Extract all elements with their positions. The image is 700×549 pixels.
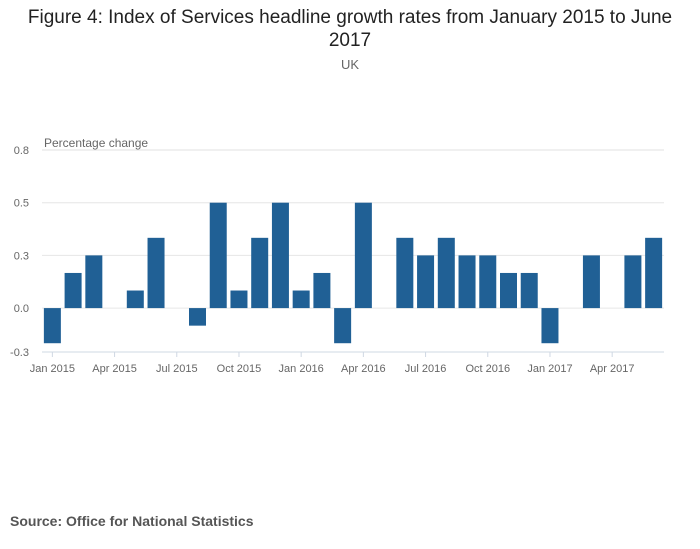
- bar: [64, 272, 82, 309]
- x-tick-label: Jan 2015: [30, 363, 75, 375]
- x-tick-label: Jul 2015: [156, 363, 198, 375]
- x-tick-label: Oct 2016: [465, 363, 510, 375]
- bar: [645, 237, 663, 309]
- x-tick-label: Apr 2015: [92, 363, 137, 375]
- bar: [209, 202, 227, 309]
- bar: [85, 255, 103, 309]
- y-tick-label: 0.5: [14, 198, 29, 210]
- bar: [251, 237, 269, 309]
- source-note: Source: Office for National Statistics: [10, 513, 254, 529]
- bar: [313, 272, 331, 309]
- bar: [500, 272, 517, 309]
- x-tick-label: Apr 2016: [341, 363, 386, 375]
- bar: [479, 255, 497, 309]
- bar: [458, 255, 476, 309]
- chart-title: Figure 4: Index of Services headline gro…: [27, 7, 673, 51]
- y-tick-label: 0.8: [14, 145, 29, 157]
- x-tick-label: Oct 2015: [217, 363, 262, 375]
- x-tick-label: Jul 2016: [405, 363, 447, 375]
- bar: [582, 255, 600, 309]
- bar: [520, 272, 538, 309]
- bar: [292, 290, 310, 309]
- bar: [271, 202, 289, 309]
- x-tick-label: Jan 2016: [279, 363, 324, 375]
- bar: [334, 308, 352, 344]
- y-tick-label: -0.3: [10, 347, 29, 359]
- bar: [437, 237, 455, 309]
- y-tick-label: 0.3: [14, 250, 29, 262]
- x-tick-label: Jan 2017: [527, 363, 572, 375]
- bar: [354, 202, 372, 309]
- bar: [624, 255, 642, 309]
- bar: [147, 237, 165, 309]
- bar: [43, 308, 61, 344]
- x-tick-label: Apr 2017: [590, 363, 635, 375]
- bar: [230, 290, 248, 309]
- y-tick-label: 0.0: [14, 303, 29, 315]
- bar: [126, 290, 144, 309]
- bar: [396, 237, 414, 309]
- chart-subtitle: UK: [340, 57, 360, 72]
- bar: [541, 308, 559, 344]
- bar: [189, 308, 206, 326]
- y-axis-label: Percentage change: [44, 136, 148, 150]
- bar: [417, 255, 435, 309]
